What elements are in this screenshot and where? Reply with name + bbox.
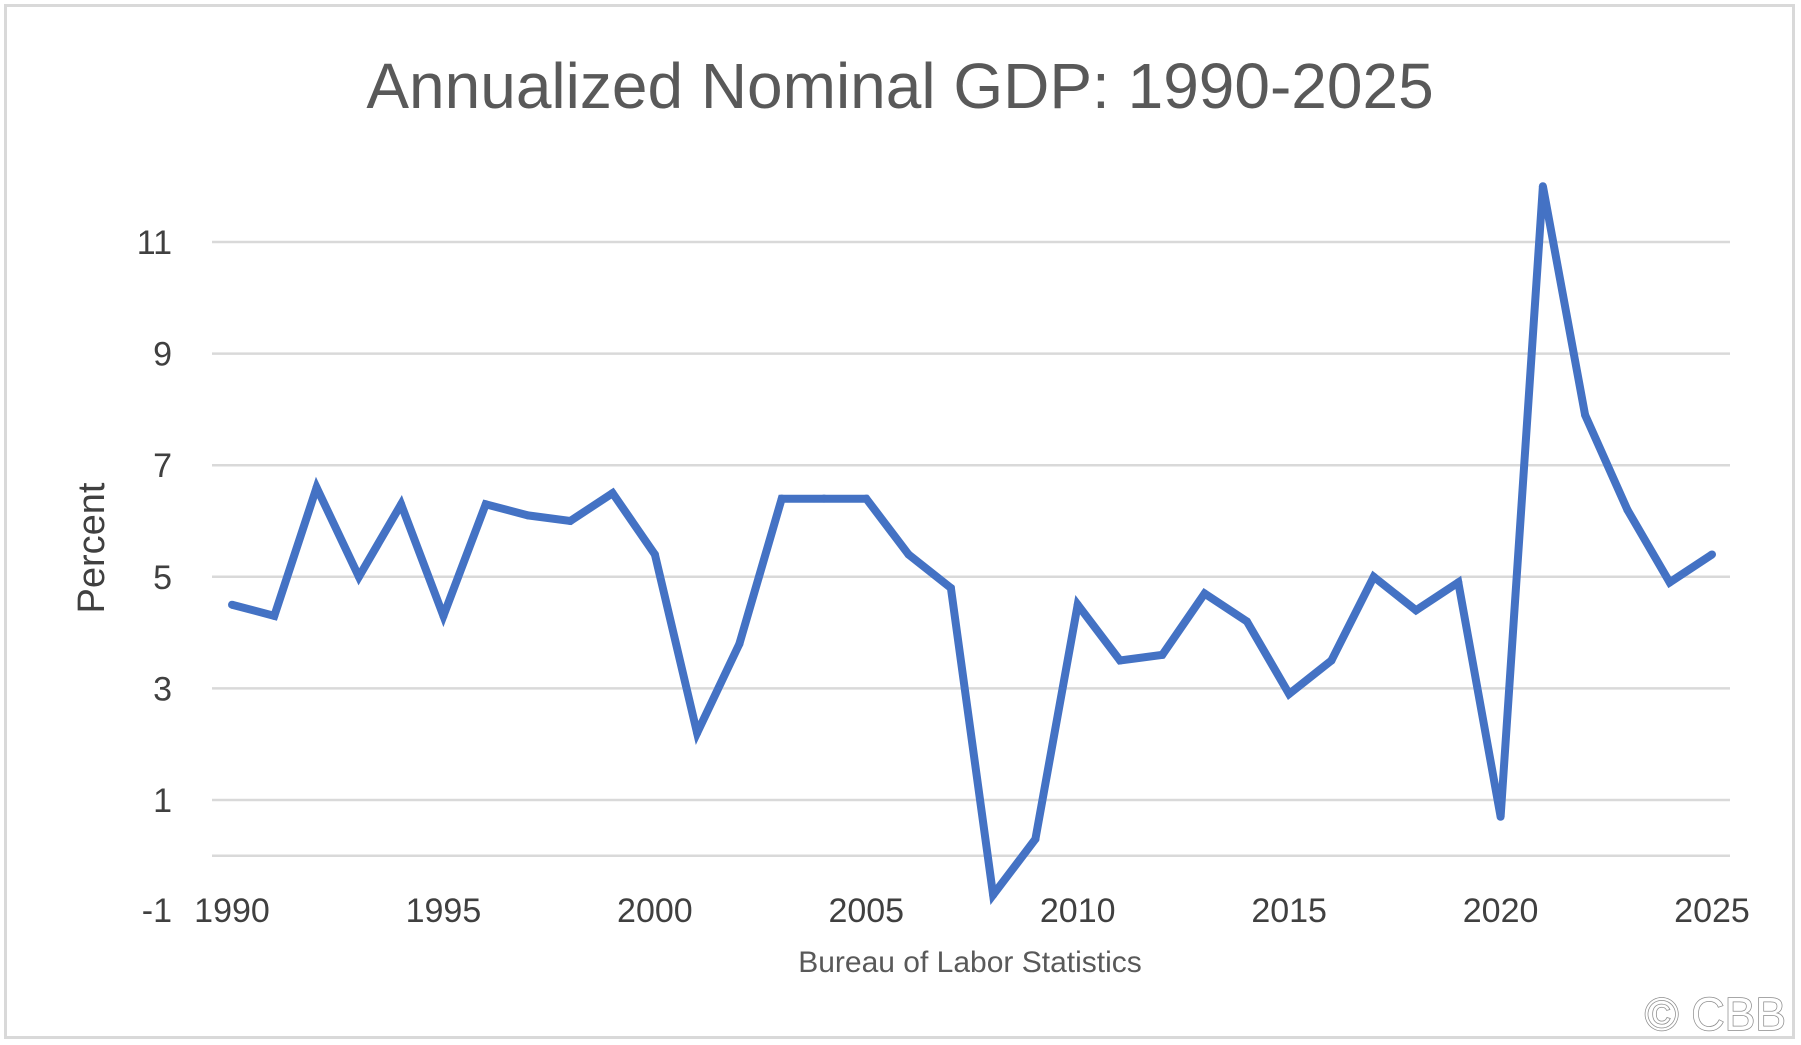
y-tick-label: 3	[153, 670, 172, 708]
x-axis-title: Bureau of Labor Statistics	[798, 946, 1142, 979]
data-point	[1073, 600, 1082, 609]
data-point	[354, 572, 363, 581]
data-point	[566, 517, 575, 525]
data-point	[481, 500, 490, 509]
x-tick-label: 2005	[828, 892, 904, 930]
data-point	[1242, 617, 1251, 626]
x-tick-labels: 1990 1995 2000 2005 2010 2015 2020 2025	[194, 892, 1750, 930]
x-tick-label: 2010	[1040, 892, 1116, 930]
data-point	[524, 511, 532, 520]
data-point	[1369, 572, 1378, 581]
data-point	[904, 550, 913, 559]
y-axis-title: Percent	[71, 482, 113, 613]
data-point	[735, 639, 744, 648]
data-point	[1708, 550, 1716, 559]
series-layer	[228, 182, 1716, 906]
data-point	[608, 489, 617, 498]
x-tick-label: 1990	[194, 892, 270, 930]
data-point	[1496, 812, 1505, 821]
y-tick-label: 7	[153, 447, 172, 485]
data-point	[1623, 505, 1632, 514]
x-tick-label: 1995	[406, 892, 482, 930]
y-tick-labels: -1 1 3 5 7 9 11	[137, 224, 172, 930]
data-point	[1031, 835, 1040, 844]
data-point	[1200, 589, 1209, 598]
data-point	[312, 483, 321, 492]
x-tick-label: 2000	[617, 892, 693, 930]
data-point	[397, 500, 406, 509]
data-point	[862, 494, 871, 503]
data-point	[439, 611, 448, 620]
data-point	[270, 611, 279, 620]
x-tick-label: 2015	[1251, 892, 1327, 930]
x-tick-label: 2020	[1463, 892, 1539, 930]
data-point	[1665, 578, 1674, 587]
data-point	[989, 890, 998, 899]
data-point	[693, 729, 702, 738]
y-tick-label: -1	[142, 892, 172, 930]
data-point	[946, 583, 955, 592]
series-line	[230, 185, 1715, 906]
copyright-watermark: © CBB	[1645, 988, 1786, 1040]
data-point	[1158, 650, 1167, 659]
data-point	[1327, 656, 1336, 665]
data-point	[1581, 410, 1590, 419]
data-point	[1116, 656, 1124, 665]
y-tick-label: 1	[153, 782, 172, 820]
data-point	[1412, 606, 1420, 615]
data-point	[650, 550, 659, 559]
data-point	[777, 494, 786, 503]
data-point	[1454, 578, 1463, 587]
data-point	[228, 600, 236, 609]
data-point	[820, 494, 828, 503]
y-tick-label: 11	[137, 224, 172, 262]
chart-title: Annualized Nominal GDP: 1990-2025	[366, 50, 1433, 122]
data-point	[1538, 182, 1547, 191]
y-tick-label: 9	[153, 336, 172, 374]
y-tick-label: 5	[153, 559, 172, 597]
data-point	[1285, 689, 1294, 698]
x-tick-label: 2025	[1674, 892, 1750, 930]
